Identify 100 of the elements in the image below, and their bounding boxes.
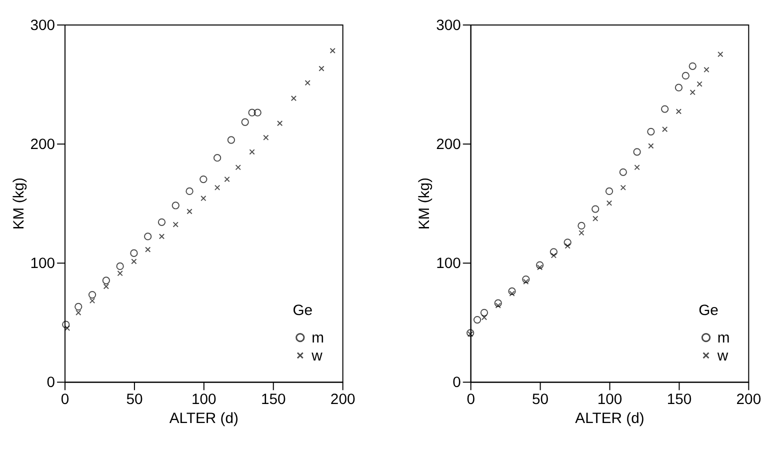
legend-title: Ge [292, 303, 313, 320]
point [564, 238, 572, 246]
point [620, 184, 626, 190]
point [674, 84, 683, 92]
point [76, 310, 82, 316]
point [224, 176, 230, 182]
y-tick-label: 300 [436, 18, 461, 34]
y-tick-label: 100 [30, 256, 56, 272]
point [473, 316, 482, 324]
point [578, 230, 584, 236]
point [662, 126, 668, 132]
point [536, 264, 543, 270]
point [172, 202, 180, 210]
point [263, 134, 269, 140]
point [704, 66, 710, 73]
point [130, 249, 138, 257]
point [682, 72, 690, 80]
point [318, 66, 324, 72]
point [633, 148, 641, 156]
point [619, 168, 627, 176]
point [592, 216, 598, 222]
point [550, 248, 558, 256]
x-tick-label: 100 [597, 392, 622, 408]
point [718, 51, 724, 58]
point [254, 108, 262, 116]
point [494, 299, 502, 307]
point [508, 287, 516, 296]
point [249, 149, 255, 155]
x-tick-label: 50 [532, 392, 549, 408]
point [523, 278, 529, 285]
legend-label: w [310, 348, 323, 364]
x-axis-title: ALTER (d) [169, 410, 239, 427]
point [241, 118, 249, 126]
point [213, 154, 222, 162]
point [466, 329, 474, 337]
legend-label: m [312, 330, 324, 347]
point [468, 331, 474, 337]
point [227, 136, 236, 144]
y-tick-label: 300 [30, 18, 56, 34]
point [495, 302, 501, 308]
x-tick-label: 200 [736, 392, 762, 408]
point [290, 95, 297, 102]
legend-title: Ge [698, 303, 718, 320]
point [592, 205, 600, 213]
point [605, 187, 614, 196]
point [648, 143, 654, 149]
point [688, 62, 696, 70]
x-tick-label: 150 [260, 392, 286, 408]
y-axis-title: KM (kg) [417, 178, 434, 230]
point [200, 175, 208, 184]
point [661, 105, 669, 113]
y-tick-label: 0 [46, 375, 56, 392]
point [235, 164, 241, 170]
point [145, 246, 151, 252]
y-tick-label: 200 [30, 137, 56, 154]
point [634, 164, 640, 170]
point [144, 232, 152, 240]
x-axis-title: ALTER (d) [575, 410, 644, 427]
point [248, 108, 256, 116]
x-tick-label: 50 [126, 392, 143, 408]
point [676, 108, 682, 114]
point [522, 275, 530, 284]
point [186, 208, 192, 214]
point [62, 320, 70, 328]
point [158, 234, 165, 240]
point [696, 81, 702, 87]
x-tick-label: 100 [192, 392, 216, 408]
point [88, 290, 96, 299]
legend-label: w [716, 348, 728, 364]
point [509, 290, 515, 296]
y-tick-label: 0 [452, 375, 461, 392]
legend-label: m [717, 330, 730, 347]
x-tick-label: 0 [60, 392, 70, 408]
point [117, 270, 123, 276]
y-axis-title: KM (kg) [11, 178, 28, 230]
point [186, 187, 194, 196]
x-tick-label: 200 [330, 392, 356, 408]
point [578, 222, 586, 230]
x-tick-label: 0 [466, 392, 475, 408]
point [89, 298, 96, 304]
point [74, 302, 82, 311]
y-tick-label: 200 [436, 137, 461, 154]
y-tick-label: 100 [436, 256, 461, 272]
point [647, 128, 655, 136]
point [536, 261, 544, 269]
point [606, 200, 612, 206]
point [200, 196, 206, 202]
point [103, 284, 109, 290]
point [480, 308, 488, 316]
point [116, 262, 124, 270]
point [304, 80, 310, 86]
point [158, 218, 166, 226]
point [690, 90, 696, 96]
point [102, 276, 110, 284]
point [172, 222, 178, 228]
point [131, 258, 137, 264]
x-tick-label: 150 [666, 392, 692, 408]
point [277, 120, 283, 126]
point [214, 184, 220, 190]
point [330, 48, 336, 54]
